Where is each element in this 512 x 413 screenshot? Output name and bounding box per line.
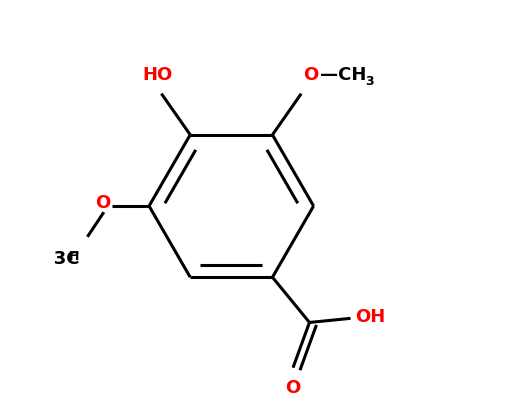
Text: HO: HO <box>142 66 173 84</box>
Text: O: O <box>95 193 110 211</box>
Text: H: H <box>69 249 79 263</box>
Text: —CH: —CH <box>319 66 366 84</box>
Text: 3C: 3C <box>35 249 79 268</box>
Text: 3: 3 <box>365 75 374 88</box>
Text: O: O <box>303 66 318 84</box>
Text: O: O <box>285 378 301 396</box>
Text: OH: OH <box>355 308 385 325</box>
